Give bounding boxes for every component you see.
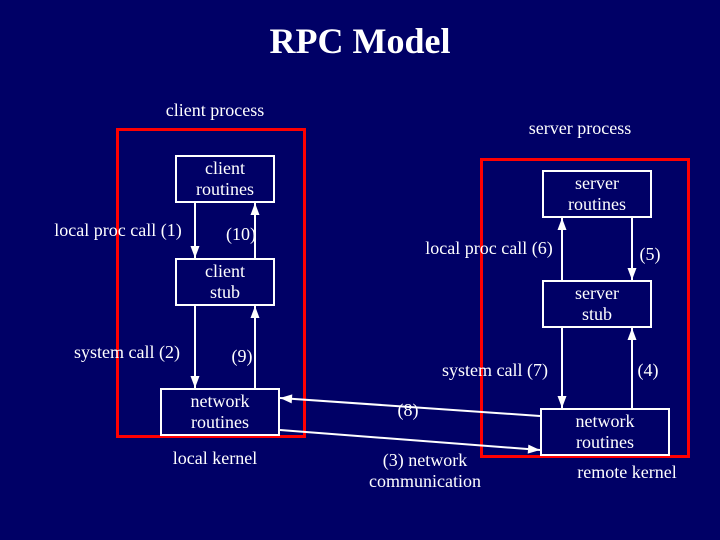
client-stub-box: clientstub bbox=[175, 258, 275, 306]
step-9-label: (9) bbox=[222, 346, 262, 367]
step-5-label: (5) bbox=[630, 244, 670, 265]
local-proc-call-6-label: local proc call (6) bbox=[404, 238, 574, 259]
client-routines-box: clientroutines bbox=[175, 155, 275, 203]
step-10-label: (10) bbox=[216, 224, 266, 245]
network-routines-right-box: networkroutines bbox=[540, 408, 670, 456]
server-routines-text: serverroutines bbox=[568, 173, 626, 214]
network-routines-left-box: networkroutines bbox=[160, 388, 280, 436]
server-stub-box: serverstub bbox=[542, 280, 652, 328]
server-process-label: server process bbox=[500, 118, 660, 139]
network-routines-right-text: networkroutines bbox=[576, 411, 635, 452]
server-stub-text: serverstub bbox=[575, 283, 619, 324]
diagram-stage: RPC Model client process server process … bbox=[0, 0, 720, 540]
step-4-label: (4) bbox=[628, 360, 668, 381]
client-routines-text: clientroutines bbox=[196, 158, 254, 199]
system-call-2-label: system call (2) bbox=[52, 342, 202, 363]
local-kernel-label: local kernel bbox=[150, 448, 280, 469]
client-process-label: client process bbox=[140, 100, 290, 121]
client-stub-text: clientstub bbox=[205, 261, 245, 302]
diagram-title: RPC Model bbox=[0, 20, 720, 62]
network-routines-left-text: networkroutines bbox=[191, 391, 250, 432]
remote-kernel-label: remote kernel bbox=[552, 462, 702, 483]
network-communication-label: (3) networkcommunication bbox=[335, 450, 515, 491]
local-proc-call-1-label: local proc call (1) bbox=[38, 220, 198, 241]
system-call-7-label: system call (7) bbox=[420, 360, 570, 381]
step-8-label: (8) bbox=[388, 400, 428, 421]
server-routines-box: serverroutines bbox=[542, 170, 652, 218]
